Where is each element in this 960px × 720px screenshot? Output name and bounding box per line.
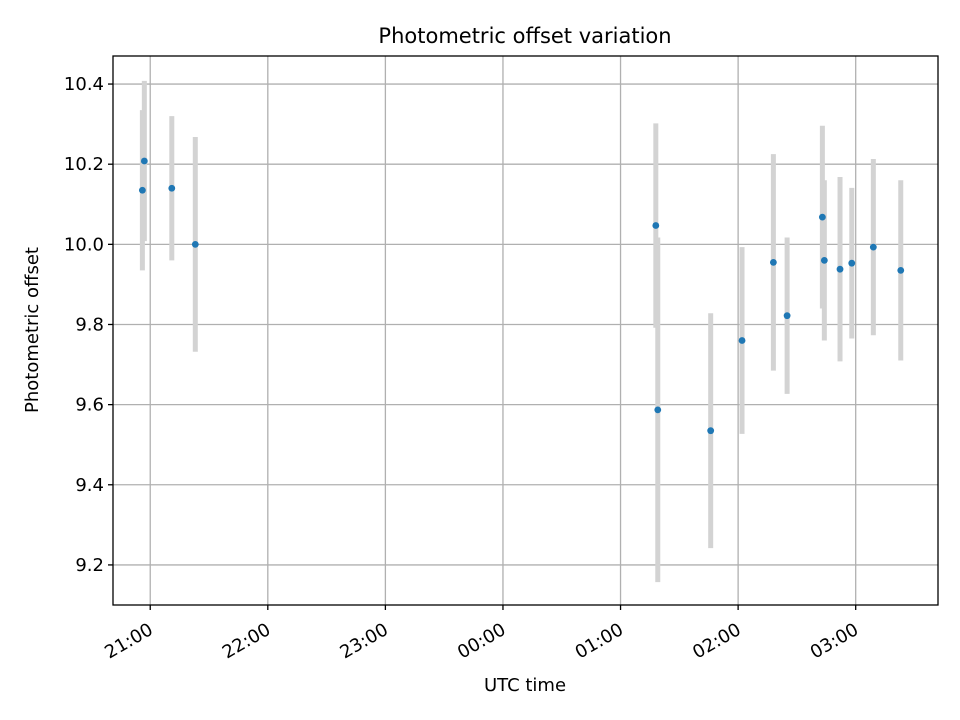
y-tick-label: 9.8 xyxy=(75,314,104,335)
data-point xyxy=(848,259,856,267)
y-tick-label: 9.4 xyxy=(75,475,104,496)
y-tick-label: 10.2 xyxy=(64,154,104,175)
data-point xyxy=(652,222,660,229)
y-axis-title: Photometric offset xyxy=(22,247,43,413)
grid xyxy=(113,56,938,605)
data-point xyxy=(818,213,826,221)
data-point xyxy=(783,312,791,320)
y-tick-label: 9.2 xyxy=(75,555,104,576)
y-tick-label: 9.6 xyxy=(75,395,104,416)
data-point xyxy=(168,184,176,192)
data-point xyxy=(654,406,662,414)
data-point xyxy=(738,337,746,344)
y-tick-label: 10.0 xyxy=(64,234,104,255)
data-point xyxy=(820,256,828,264)
data-point xyxy=(191,240,199,248)
y-tick-label: 10.4 xyxy=(64,74,104,95)
x-axis-title: UTC time xyxy=(484,675,566,696)
data-point xyxy=(707,427,715,435)
data-point xyxy=(869,243,877,251)
data-points xyxy=(138,157,905,435)
data-point xyxy=(140,157,148,165)
data-point xyxy=(897,266,905,274)
chart-title: Photometric offset variation xyxy=(378,24,671,48)
data-point xyxy=(836,265,844,273)
data-point xyxy=(138,186,146,194)
data-point xyxy=(769,258,777,266)
plot-frame xyxy=(112,55,939,606)
